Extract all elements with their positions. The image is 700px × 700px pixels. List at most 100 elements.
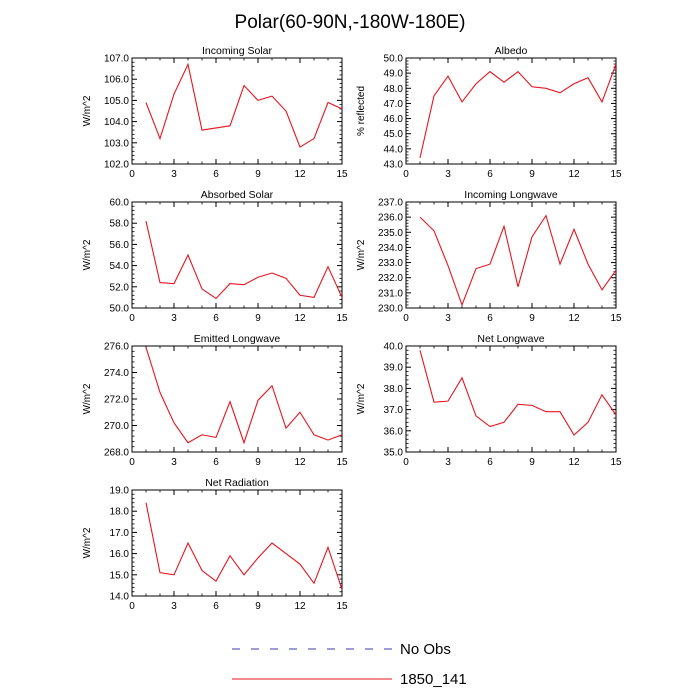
- panel-absorbed-solar: Absorbed Solar W/m^2 50.0 52.0 54.0 56.0 58.0 6…: [82, 189, 348, 324]
- legend: No Obs 1850_141: [232, 641, 467, 688]
- x-tick-label: 15: [336, 601, 348, 612]
- x-tick-label: 12: [294, 601, 306, 612]
- y-tick-label: 18.0: [110, 507, 130, 518]
- y-axis-label: W/m^2: [82, 239, 93, 270]
- x-tick-label: 9: [255, 313, 261, 324]
- y-tick-label: 270.0: [104, 421, 129, 432]
- y-tick-label: 230.0: [378, 304, 403, 315]
- panel-title: Net Longwave: [477, 333, 544, 345]
- panel-frame: [131, 201, 343, 309]
- x-tick-label: 3: [171, 601, 177, 612]
- legend-label: No Obs: [400, 641, 451, 658]
- y-tick-label: 15.0: [110, 570, 130, 581]
- legend-item-1850-141: 1850_141: [232, 671, 467, 688]
- y-tick-label: 37.0: [384, 405, 404, 416]
- x-tick-label: 0: [129, 601, 135, 612]
- x-tick-label: 12: [294, 313, 306, 324]
- panel-title: Incoming Solar: [202, 45, 273, 57]
- y-tick-label: 234.0: [378, 243, 403, 254]
- x-tick-label: 9: [529, 169, 535, 180]
- x-tick-label: 12: [294, 169, 306, 180]
- x-tick-label: 0: [403, 169, 409, 180]
- x-tick-label: 15: [610, 457, 622, 468]
- x-tick-label: 6: [487, 457, 493, 468]
- y-tick-label: 36.0: [384, 426, 404, 437]
- series-line-1850-141: [419, 350, 616, 436]
- y-tick-label: 44.0: [384, 144, 404, 155]
- y-tick-label: 272.0: [104, 395, 129, 406]
- y-axis-label: W/m^2: [356, 383, 367, 414]
- panel-net-longwave: Net Longwave W/m^2 35.0 36.0 37.0 38.0 39.0 40.…: [356, 333, 622, 468]
- y-axis-label: W/m^2: [356, 239, 367, 270]
- x-tick-label: 3: [171, 169, 177, 180]
- y-tick-label: 39.0: [384, 363, 404, 374]
- x-tick-label: 0: [129, 313, 135, 324]
- y-axis-label: % reflected: [356, 86, 367, 136]
- y-tick-label: 274.0: [104, 368, 129, 379]
- x-tick-label: 9: [255, 601, 261, 612]
- x-tick-label: 3: [445, 457, 451, 468]
- y-tick-label: 43.0: [384, 160, 404, 171]
- x-tick-label: 9: [255, 457, 261, 468]
- y-tick-label: 106.0: [104, 75, 129, 86]
- x-tick-label: 12: [568, 457, 580, 468]
- y-tick-label: 47.0: [384, 99, 404, 110]
- x-tick-label: 3: [171, 313, 177, 324]
- y-tick-label: 60.0: [110, 198, 130, 209]
- y-tick-label: 16.0: [110, 549, 130, 560]
- y-tick-label: 54.0: [110, 261, 130, 272]
- y-tick-label: 103.0: [104, 138, 129, 149]
- y-tick-label: 40.0: [384, 342, 404, 353]
- x-tick-label: 15: [336, 169, 348, 180]
- x-tick-label: 6: [487, 313, 493, 324]
- legend-item-no-obs: No Obs: [232, 641, 451, 658]
- figure-title: Polar(60-90N,-180W-180E): [235, 12, 466, 33]
- x-tick-label: 6: [213, 313, 219, 324]
- y-axis-label: W/m^2: [82, 95, 93, 126]
- x-tick-label: 9: [529, 457, 535, 468]
- x-tick-label: 0: [129, 457, 135, 468]
- series-line-1850-141: [145, 502, 342, 590]
- x-tick-label: 9: [255, 169, 261, 180]
- x-tick-label: 9: [529, 313, 535, 324]
- panel-title: Emitted Longwave: [194, 333, 281, 345]
- x-tick-label: 3: [445, 313, 451, 324]
- y-tick-label: 38.0: [384, 384, 404, 395]
- panel-frame: [131, 57, 343, 165]
- series-line-1850-141: [145, 347, 342, 445]
- y-tick-label: 49.0: [384, 69, 404, 80]
- panel-albedo: Albedo % reflected 43.0 44.0 45.0 46.0 47.0 48.…: [356, 45, 622, 180]
- y-tick-label: 237.0: [378, 198, 403, 209]
- panel-title: Albedo: [495, 45, 528, 57]
- y-tick-label: 56.0: [110, 240, 130, 251]
- panel-frame: [131, 489, 343, 597]
- panel-title: Net Radiation: [205, 477, 269, 489]
- panels: Incoming Solar W/m^2 102.0 103.0 104.0 105.0 1…: [82, 45, 622, 612]
- panel-incoming-longwave: Incoming Longwave W/m^2 230.0 231.0 232.0 233…: [356, 189, 622, 324]
- panel-net-radiation: Net Radiation W/m^2 14.0 15.0 16.0 17.0 18.0 19…: [82, 477, 348, 612]
- y-tick-label: 105.0: [104, 96, 129, 107]
- y-tick-label: 48.0: [384, 84, 404, 95]
- x-tick-label: 15: [336, 313, 348, 324]
- x-tick-label: 15: [610, 169, 622, 180]
- series-line-1850-141: [419, 214, 616, 307]
- y-tick-label: 17.0: [110, 528, 130, 539]
- y-tick-label: 35.0: [384, 448, 404, 459]
- x-tick-label: 6: [487, 169, 493, 180]
- x-tick-label: 0: [403, 313, 409, 324]
- x-tick-label: 3: [171, 457, 177, 468]
- panel-frame: [405, 345, 617, 453]
- y-tick-label: 276.0: [104, 342, 129, 353]
- x-tick-label: 6: [213, 601, 219, 612]
- x-tick-label: 6: [213, 457, 219, 468]
- y-tick-label: 50.0: [110, 304, 130, 315]
- y-tick-label: 233.0: [378, 258, 403, 269]
- y-tick-label: 46.0: [384, 114, 404, 125]
- panel-frame: [405, 201, 617, 309]
- y-tick-label: 235.0: [378, 228, 403, 239]
- x-tick-label: 15: [610, 313, 622, 324]
- x-tick-label: 12: [294, 457, 306, 468]
- y-tick-label: 58.0: [110, 219, 130, 230]
- y-tick-label: 107.0: [104, 54, 129, 65]
